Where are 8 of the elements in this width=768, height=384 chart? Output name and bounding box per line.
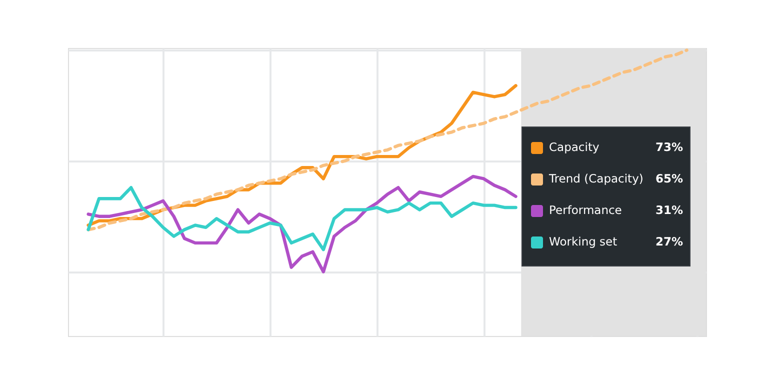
legend-label: Working set — [549, 234, 618, 248]
annotation: 73% — [655, 140, 684, 154]
legend-label: Capacity — [549, 140, 600, 154]
legend-label: Trend (Capacity) — [548, 172, 644, 186]
legend-label: Performance — [549, 203, 622, 217]
annotation: 65% — [655, 172, 684, 186]
annotation: 31% — [655, 203, 684, 217]
annotation: 27% — [655, 234, 684, 248]
